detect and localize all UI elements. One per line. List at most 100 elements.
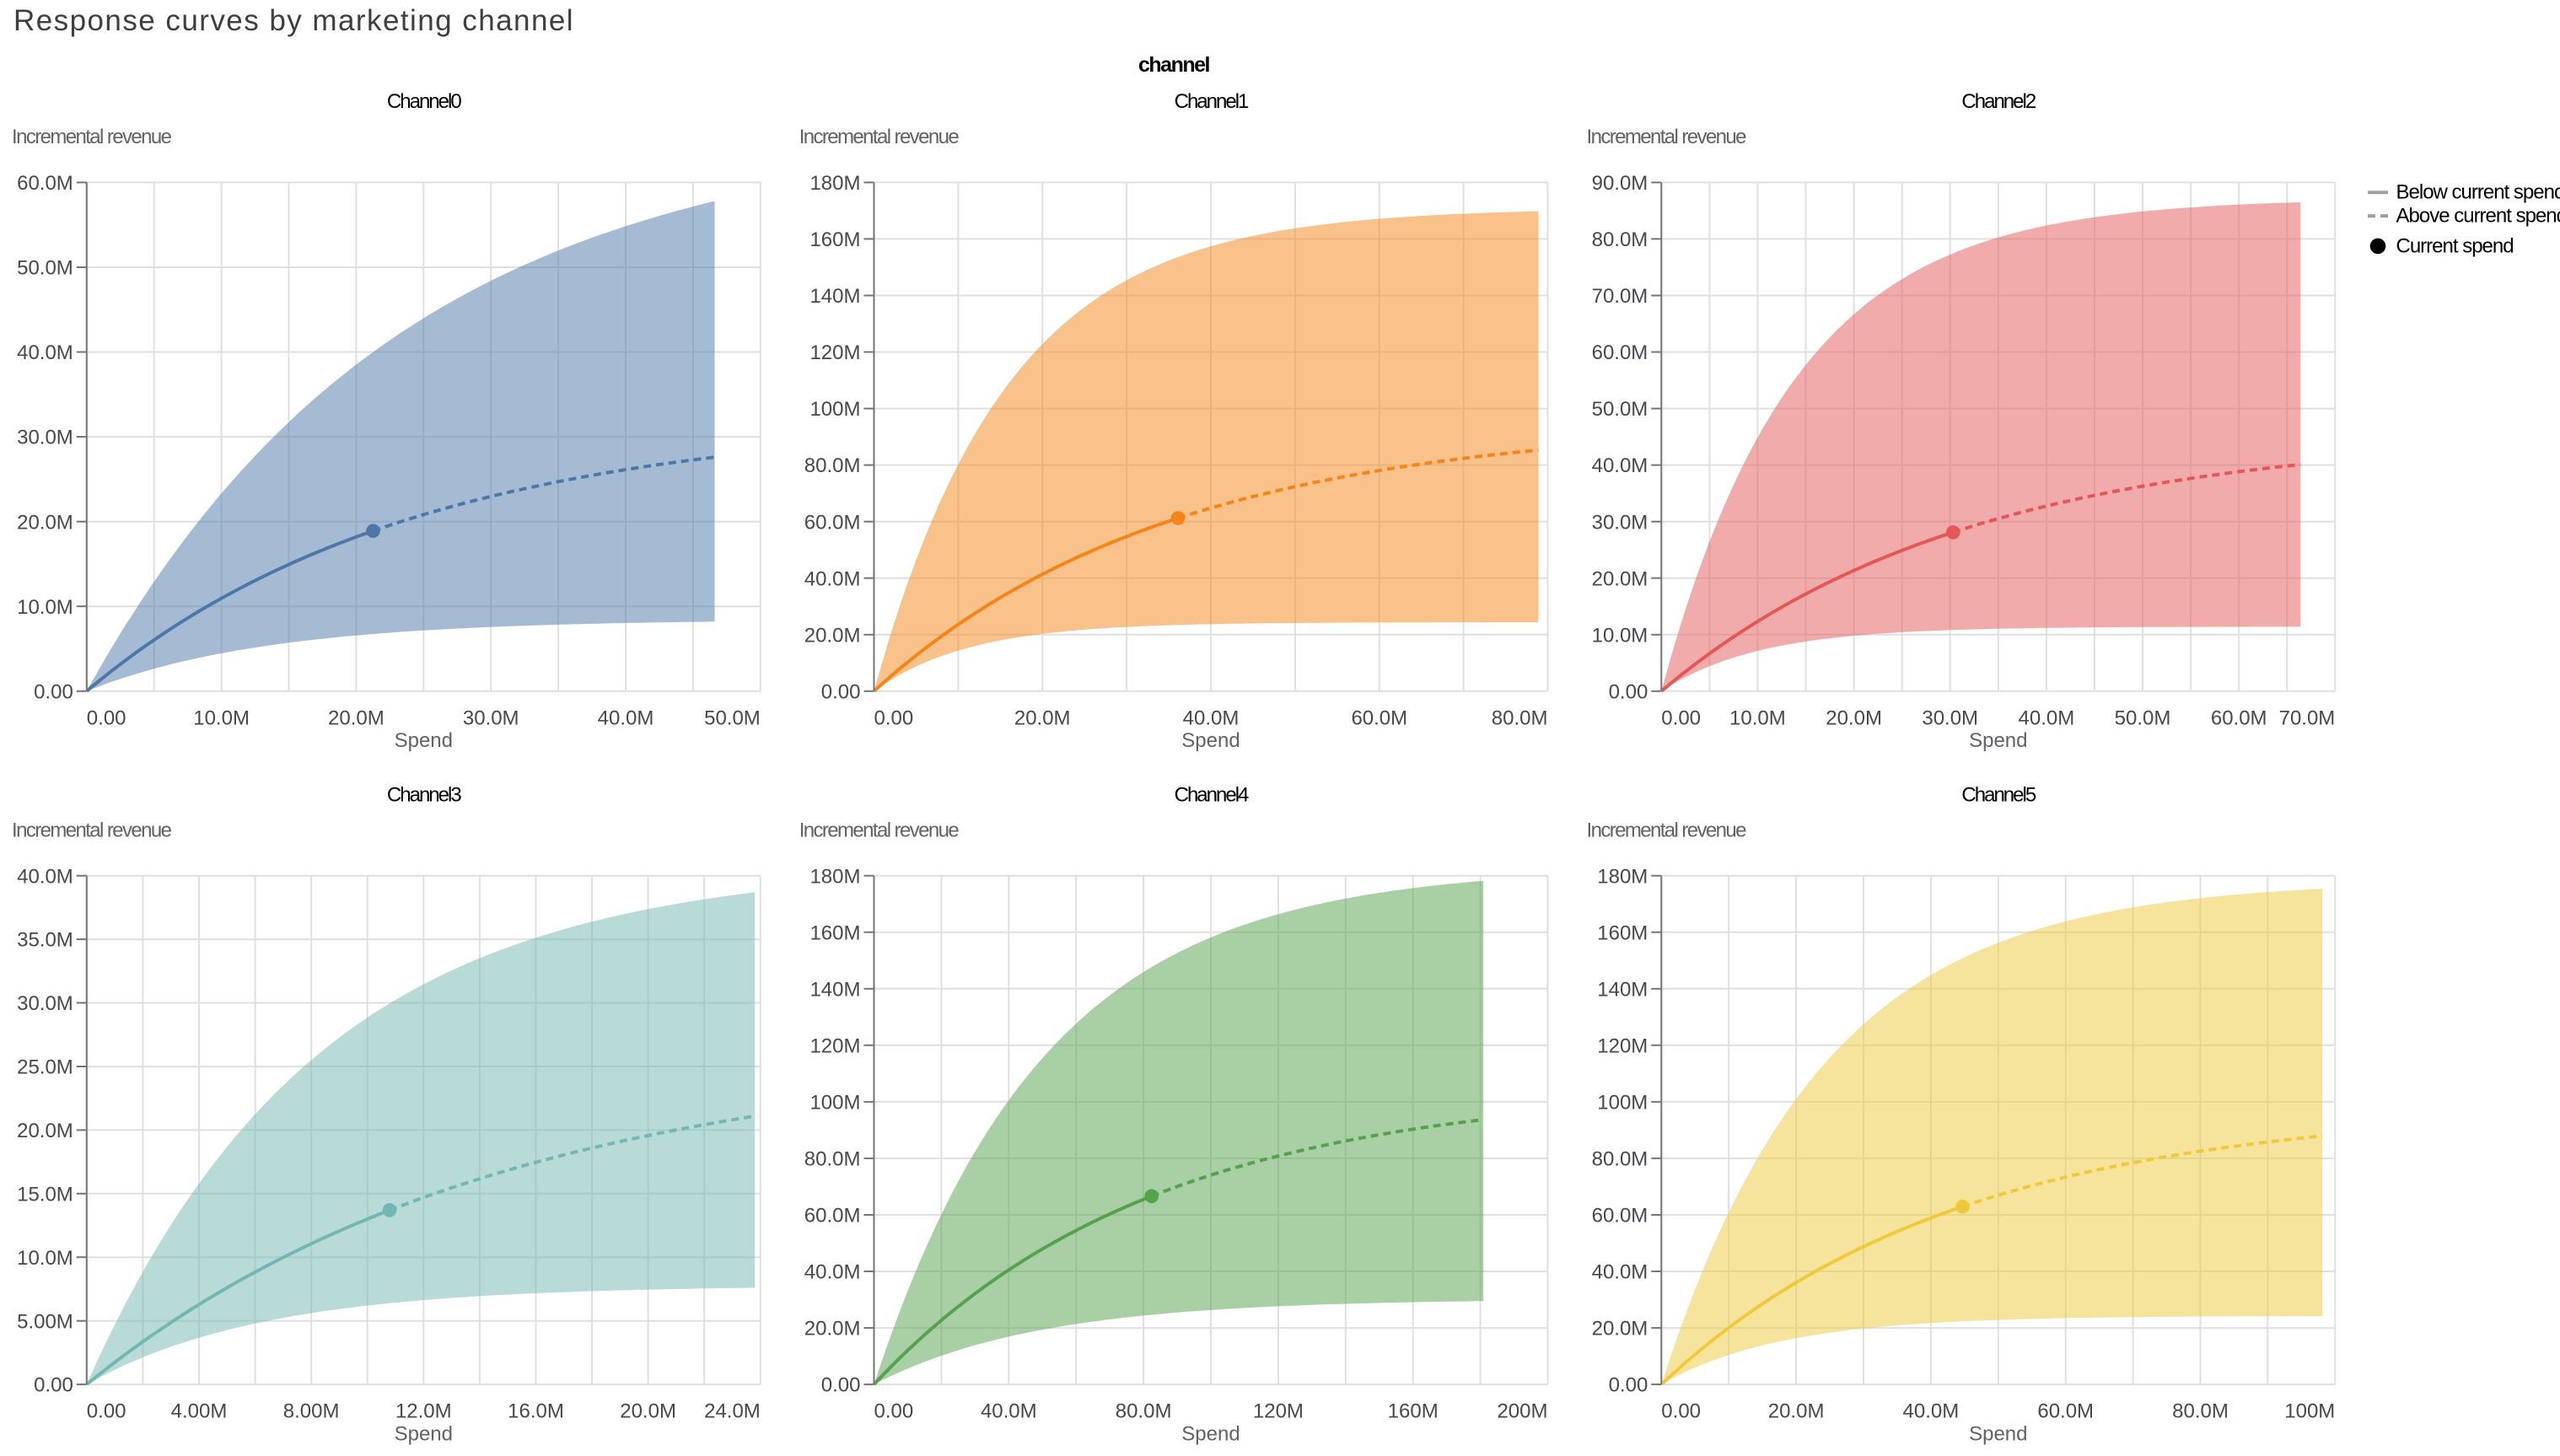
svg-text:80.0M: 80.0M <box>1592 228 1648 251</box>
svg-text:5.00M: 5.00M <box>17 1310 73 1333</box>
svg-text:80.0M: 80.0M <box>1592 1148 1648 1171</box>
svg-text:0.00: 0.00 <box>34 1374 73 1397</box>
svg-text:0.00: 0.00 <box>874 707 914 729</box>
svg-text:60.0M: 60.0M <box>2037 1400 2094 1423</box>
svg-text:20.0M: 20.0M <box>1014 707 1071 729</box>
svg-text:Incremental revenue: Incremental revenue <box>1587 819 1747 842</box>
svg-text:40.0M: 40.0M <box>17 865 73 888</box>
svg-text:40.0M: 40.0M <box>1903 1400 1960 1423</box>
svg-text:Below current spend: Below current spend <box>2396 181 2560 204</box>
svg-text:Spend: Spend <box>395 729 453 752</box>
svg-text:80.0M: 80.0M <box>2172 1400 2229 1423</box>
svg-text:140M: 140M <box>809 285 860 308</box>
svg-text:0.00: 0.00 <box>1661 1400 1701 1423</box>
svg-text:0.00: 0.00 <box>1609 1374 1648 1397</box>
svg-text:12.0M: 12.0M <box>395 1400 452 1423</box>
svg-text:180M: 180M <box>809 172 860 195</box>
svg-text:30.0M: 30.0M <box>463 707 519 729</box>
svg-text:160M: 160M <box>1388 1400 1439 1423</box>
svg-text:40.0M: 40.0M <box>1183 707 1240 729</box>
svg-text:60.0M: 60.0M <box>17 172 73 195</box>
svg-text:Spend: Spend <box>1969 729 2027 752</box>
svg-text:160M: 160M <box>1597 921 1648 944</box>
svg-text:120M: 120M <box>809 341 860 364</box>
svg-text:Channel0: Channel0 <box>387 90 461 113</box>
svg-text:Response curves by marketing c: Response curves by marketing channel <box>13 4 574 37</box>
svg-text:60.0M: 60.0M <box>804 1205 861 1228</box>
svg-text:40.0M: 40.0M <box>804 567 861 590</box>
svg-text:0.00: 0.00 <box>87 707 126 729</box>
svg-text:60.0M: 60.0M <box>1351 707 1407 729</box>
svg-text:60.0M: 60.0M <box>1592 1205 1648 1228</box>
svg-text:20.0M: 20.0M <box>17 511 73 534</box>
svg-text:10.0M: 10.0M <box>17 1247 73 1270</box>
svg-text:30.0M: 30.0M <box>17 427 73 449</box>
svg-text:40.0M: 40.0M <box>598 707 654 729</box>
svg-text:20.0M: 20.0M <box>804 1318 861 1340</box>
svg-text:Spend: Spend <box>1181 1422 1240 1445</box>
svg-text:Incremental revenue: Incremental revenue <box>12 126 172 148</box>
svg-text:80.0M: 80.0M <box>1116 1400 1172 1423</box>
svg-text:35.0M: 35.0M <box>17 929 73 952</box>
svg-text:Above current spend: Above current spend <box>2396 205 2560 228</box>
svg-text:Spend: Spend <box>1969 1422 2027 1445</box>
svg-text:30.0M: 30.0M <box>17 992 73 1015</box>
svg-text:180M: 180M <box>809 865 860 888</box>
svg-text:140M: 140M <box>809 978 860 1001</box>
svg-text:Channel5: Channel5 <box>1961 783 2036 806</box>
svg-text:Channel1: Channel1 <box>1175 90 1249 113</box>
svg-text:8.00M: 8.00M <box>283 1400 340 1423</box>
svg-text:80.0M: 80.0M <box>804 454 861 477</box>
svg-text:20.0M: 20.0M <box>1592 567 1648 590</box>
svg-text:40.0M: 40.0M <box>1592 1261 1648 1284</box>
svg-text:10.0M: 10.0M <box>17 596 73 619</box>
svg-text:40.0M: 40.0M <box>2019 707 2075 729</box>
svg-text:40.0M: 40.0M <box>17 341 73 364</box>
svg-text:10.0M: 10.0M <box>193 707 250 729</box>
svg-text:50.0M: 50.0M <box>704 707 761 729</box>
svg-text:Spend: Spend <box>1181 729 1240 752</box>
svg-text:20.0M: 20.0M <box>1826 707 1882 729</box>
svg-text:20.0M: 20.0M <box>1592 1318 1648 1340</box>
svg-text:180M: 180M <box>1597 865 1648 888</box>
svg-text:Incremental revenue: Incremental revenue <box>799 819 960 842</box>
svg-text:10.0M: 10.0M <box>1592 624 1648 647</box>
svg-text:20.0M: 20.0M <box>804 624 861 647</box>
svg-text:50.0M: 50.0M <box>17 257 73 280</box>
svg-text:0.00: 0.00 <box>874 1400 914 1423</box>
svg-text:40.0M: 40.0M <box>981 1400 1037 1423</box>
svg-text:0.00: 0.00 <box>87 1400 126 1423</box>
svg-text:0.00: 0.00 <box>1661 707 1701 729</box>
svg-text:20.0M: 20.0M <box>620 1400 676 1423</box>
svg-text:60.0M: 60.0M <box>2211 707 2267 729</box>
svg-text:15.0M: 15.0M <box>17 1183 73 1206</box>
svg-text:4.00M: 4.00M <box>171 1400 228 1423</box>
svg-text:25.0M: 25.0M <box>17 1056 73 1079</box>
svg-text:Channel3: Channel3 <box>387 783 461 806</box>
svg-text:70.0M: 70.0M <box>1592 285 1648 308</box>
svg-text:30.0M: 30.0M <box>1592 511 1648 534</box>
svg-text:20.0M: 20.0M <box>17 1120 73 1142</box>
svg-text:Incremental revenue: Incremental revenue <box>1587 126 1747 148</box>
svg-text:60.0M: 60.0M <box>804 511 861 534</box>
svg-text:Spend: Spend <box>395 1422 453 1445</box>
svg-text:Channel2: Channel2 <box>1961 90 2036 113</box>
svg-text:20.0M: 20.0M <box>1768 1400 1825 1423</box>
svg-text:0.00: 0.00 <box>821 680 861 703</box>
svg-text:0.00: 0.00 <box>34 680 73 703</box>
svg-text:100M: 100M <box>809 1092 860 1115</box>
svg-text:Incremental revenue: Incremental revenue <box>12 819 172 842</box>
svg-text:50.0M: 50.0M <box>2115 707 2171 729</box>
svg-text:90.0M: 90.0M <box>1592 172 1648 195</box>
svg-text:50.0M: 50.0M <box>1592 398 1648 421</box>
svg-text:Current spend: Current spend <box>2396 234 2514 257</box>
svg-text:160M: 160M <box>809 228 860 251</box>
svg-text:70.0M: 70.0M <box>2279 707 2336 729</box>
svg-text:120M: 120M <box>809 1034 860 1057</box>
svg-text:60.0M: 60.0M <box>1592 341 1648 364</box>
svg-text:100M: 100M <box>1597 1092 1648 1115</box>
svg-text:Channel4: Channel4 <box>1175 783 1249 806</box>
svg-text:10.0M: 10.0M <box>1729 707 1786 729</box>
svg-text:Incremental revenue: Incremental revenue <box>799 126 960 148</box>
svg-text:100M: 100M <box>2284 1400 2335 1423</box>
